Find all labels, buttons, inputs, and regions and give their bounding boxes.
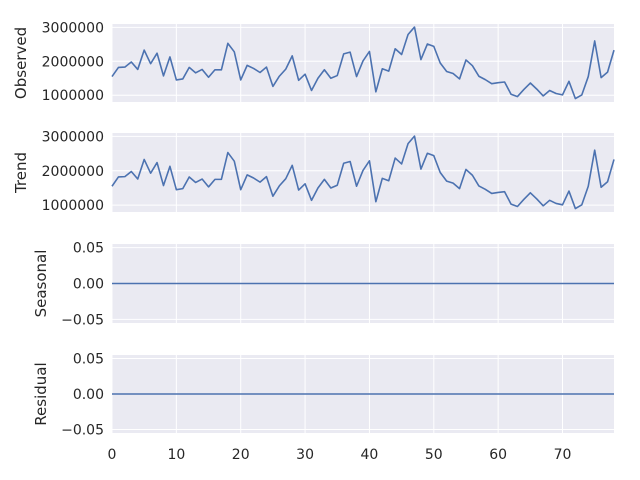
x-tick-label: 10 [167,447,185,463]
residual-y-tick-label: −0.05 [61,422,104,438]
seasonal-y-axis-label: Seasonal [32,250,50,318]
trend-y-tick-label: 2000000 [42,164,104,180]
trend-y-tick-label: 3000000 [42,129,104,145]
x-tick-label: 20 [232,447,250,463]
x-tick-label: 70 [554,447,572,463]
x-tick-label: 30 [296,447,314,463]
residual-y-tick-label: 0.05 [73,352,104,368]
observed-panel: 1000000 2000000 3000000 Observed [12,20,615,104]
seasonal-panel: −0.05 0.00 0.05 Seasonal [32,241,614,328]
trend-y-axis-label: Trend [12,152,30,194]
residual-y-tick-label: 0.00 [73,387,104,403]
residual-panel: −0.05 0.00 0.05 Residual 0 10 20 30 40 50 60 70 [32,352,614,463]
x-tick-label: 0 [108,447,117,463]
trend-y-tick-label: 1000000 [42,198,104,214]
seasonal-y-tick-label: 0.05 [73,241,104,257]
trend-panel: 1000000 2000000 3000000 Trend [12,129,615,214]
x-tick-label: 60 [489,447,507,463]
residual-y-axis-label: Residual [32,362,50,425]
observed-series-line [111,26,615,100]
seasonal-y-tick-label: 0.00 [73,277,104,293]
observed-y-tick-label: 3000000 [42,20,104,36]
x-tick-label: 40 [361,447,379,463]
observed-y-tick-label: 1000000 [42,88,104,104]
trend-series-line [111,135,615,210]
observed-y-tick-label: 2000000 [42,54,104,70]
observed-y-axis-label: Observed [12,27,30,99]
x-tick-label: 50 [425,447,443,463]
seasonal-y-tick-label: −0.05 [61,312,104,328]
